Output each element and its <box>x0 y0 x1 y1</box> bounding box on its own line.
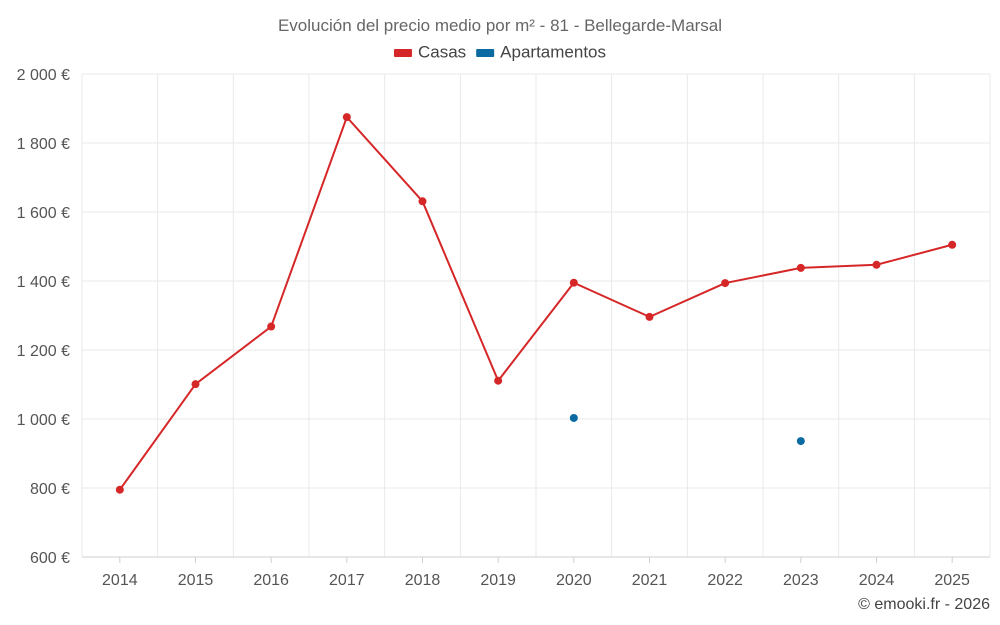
x-tick-label: 2023 <box>783 572 819 589</box>
series-layer <box>115 113 957 494</box>
y-tick-label: 1 400 € <box>17 274 70 291</box>
credit-text: © emooki.fr - 2026 <box>858 596 990 613</box>
y-tick-label: 2 000 € <box>17 67 70 84</box>
data-point-casas[interactable] <box>569 278 578 287</box>
data-point-casas[interactable] <box>115 485 124 494</box>
x-tick-label: 2018 <box>405 572 441 589</box>
x-tick-label: 2016 <box>253 572 289 589</box>
legend-swatch <box>393 49 412 57</box>
legend-label: Apartamentos <box>500 42 606 61</box>
legend-item-apartamentos[interactable]: Apartamentos <box>476 42 606 61</box>
x-tick-label: 2014 <box>102 572 138 589</box>
data-point-casas[interactable] <box>796 263 805 272</box>
y-axis: 600 € 800 € 1 000 € 1 200 € 1 400 € 1 600 € 1 … <box>17 67 70 567</box>
grid <box>81 73 991 557</box>
data-point-casas[interactable] <box>872 260 881 269</box>
x-tick-label: 2021 <box>632 572 668 589</box>
y-tick-label: 800 € <box>30 481 70 498</box>
x-tick-label: 2017 <box>329 572 365 589</box>
data-point-apartamentos[interactable] <box>569 413 578 422</box>
data-point-casas[interactable] <box>721 279 730 288</box>
legend: Casas Apartamentos <box>393 42 606 61</box>
y-tick-label: 600 € <box>30 550 70 567</box>
legend-item-casas[interactable]: Casas <box>393 42 466 61</box>
y-tick-label: 1 000 € <box>17 412 70 429</box>
data-point-casas[interactable] <box>494 376 503 385</box>
x-tick-label: 2022 <box>707 572 743 589</box>
series-apartamentos <box>569 413 805 446</box>
data-point-casas[interactable] <box>948 240 957 249</box>
x-tick-label: 2025 <box>934 572 970 589</box>
y-tick-label: 1 800 € <box>17 136 70 153</box>
chart-title: Evolución del precio medio por m² - 81 -… <box>278 16 722 35</box>
x-axis: 2014 2015 2016 2017 2018 2019 2020 2021 2022 2023… <box>82 556 990 589</box>
x-tick-label: 2015 <box>178 572 214 589</box>
y-tick-label: 1 200 € <box>17 343 70 360</box>
data-point-casas[interactable] <box>267 322 276 331</box>
data-point-casas[interactable] <box>191 380 200 389</box>
x-tick-label: 2019 <box>480 572 516 589</box>
data-point-casas[interactable] <box>342 113 351 122</box>
series-casas <box>115 113 957 494</box>
y-tick-label: 1 600 € <box>17 205 70 222</box>
x-tick-label: 2020 <box>556 572 592 589</box>
data-point-apartamentos[interactable] <box>796 437 805 446</box>
data-point-casas[interactable] <box>645 312 654 321</box>
series-line-casas <box>119 116 953 491</box>
x-tick-label: 2024 <box>859 572 895 589</box>
legend-swatch <box>476 49 495 57</box>
legend-label: Casas <box>418 42 466 61</box>
data-point-casas[interactable] <box>418 197 427 206</box>
